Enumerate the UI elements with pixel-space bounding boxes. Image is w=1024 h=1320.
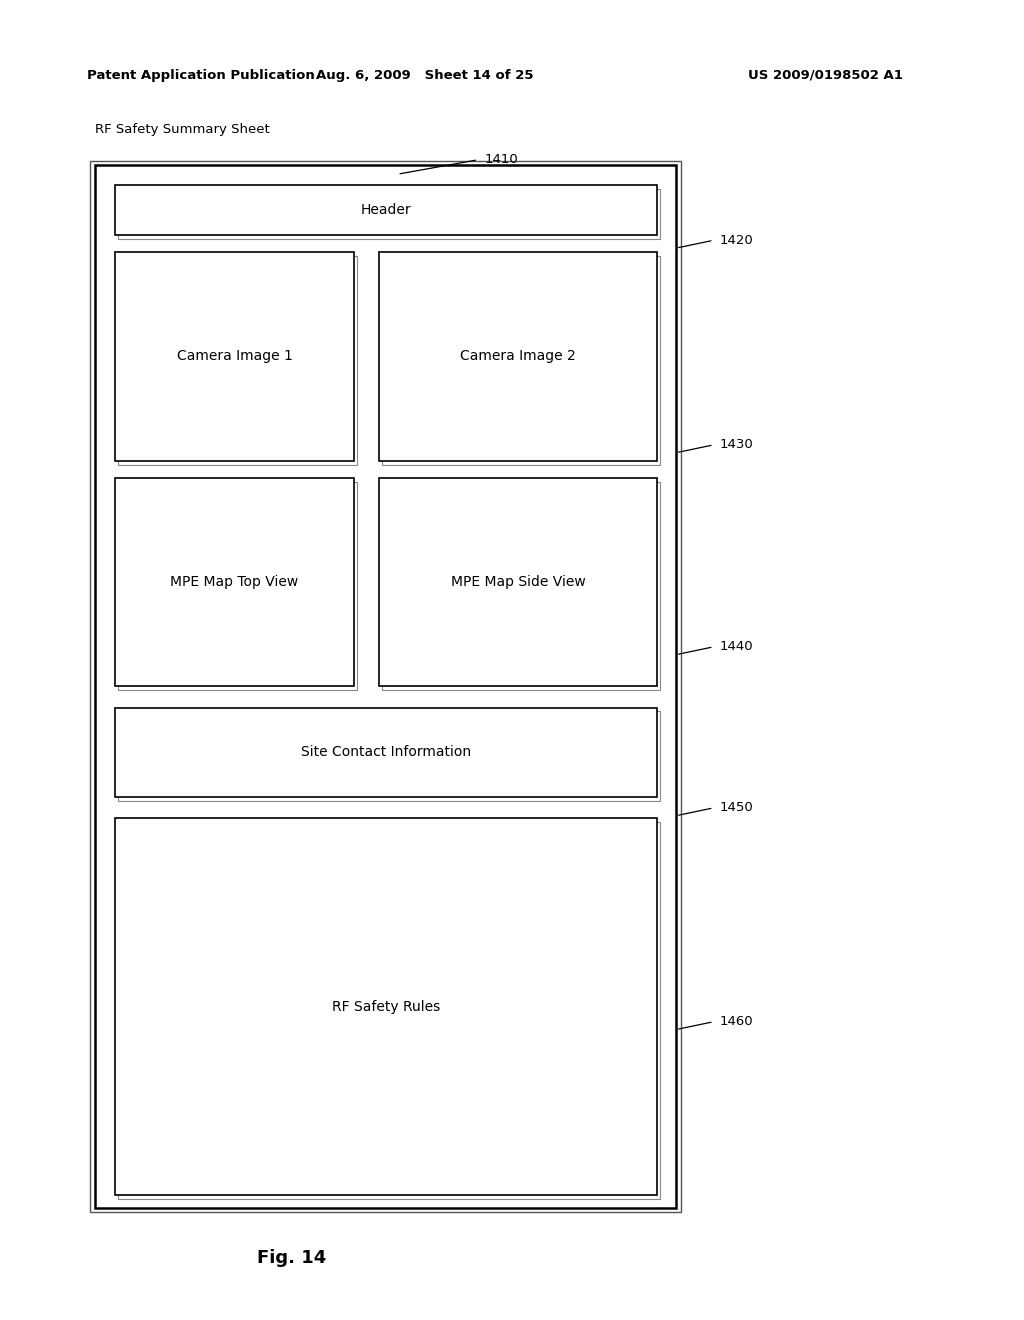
Text: Camera Image 1: Camera Image 1 (176, 350, 293, 363)
Bar (115, 708, 657, 797)
Bar (118, 822, 660, 1199)
Text: 1410: 1410 (484, 153, 518, 166)
Text: MPE Map Top View: MPE Map Top View (170, 576, 299, 589)
Bar (115, 818, 657, 1195)
Bar (379, 252, 657, 461)
Bar (379, 478, 657, 686)
Bar (118, 256, 357, 465)
Text: 1440: 1440 (720, 640, 754, 653)
Bar (90, 161, 681, 1212)
Bar (118, 482, 357, 690)
Text: 1450: 1450 (720, 801, 754, 814)
Text: RF Safety Rules: RF Safety Rules (332, 999, 440, 1014)
Text: Site Contact Information: Site Contact Information (301, 746, 471, 759)
Text: Header: Header (360, 203, 412, 216)
Text: Camera Image 2: Camera Image 2 (460, 350, 577, 363)
Bar (382, 256, 660, 465)
Bar (118, 711, 660, 801)
Text: 1420: 1420 (720, 234, 754, 247)
Bar (115, 252, 354, 461)
Text: MPE Map Side View: MPE Map Side View (451, 576, 586, 589)
Bar (95, 165, 676, 1208)
Text: RF Safety Summary Sheet: RF Safety Summary Sheet (95, 123, 270, 136)
Bar (115, 185, 657, 235)
Text: 1430: 1430 (720, 438, 754, 451)
Text: Patent Application Publication: Patent Application Publication (87, 69, 314, 82)
Bar (382, 482, 660, 690)
Text: 1460: 1460 (720, 1015, 754, 1028)
Text: Fig. 14: Fig. 14 (257, 1249, 327, 1267)
Text: US 2009/0198502 A1: US 2009/0198502 A1 (748, 69, 902, 82)
Bar (118, 189, 660, 239)
Bar (115, 478, 354, 686)
Text: Aug. 6, 2009   Sheet 14 of 25: Aug. 6, 2009 Sheet 14 of 25 (316, 69, 534, 82)
